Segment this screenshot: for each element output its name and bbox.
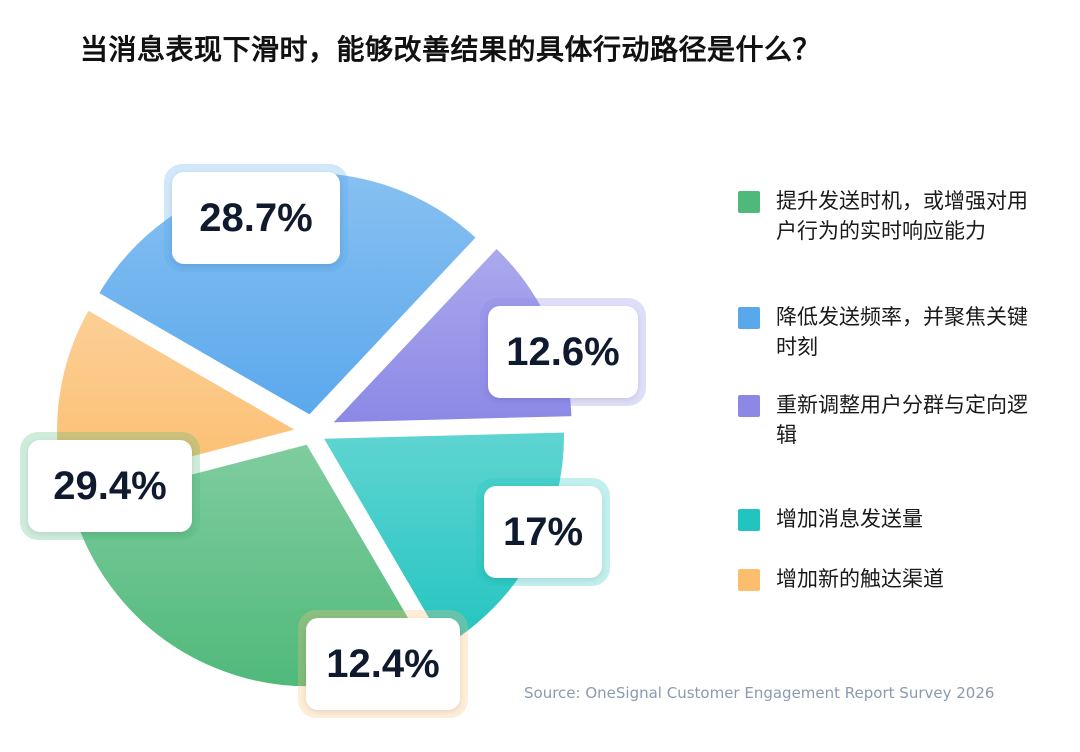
legend-item: 增加消息发送量: [738, 504, 1036, 534]
value-label: 29.4%: [28, 440, 192, 532]
legend-label: 增加新的触达渠道: [776, 567, 944, 591]
legend-label: 提升发送时机，或增强对用户行为的实时响应能力: [776, 189, 1028, 243]
legend-swatch: [738, 569, 760, 591]
legend-label: 降低发送频率，并聚焦关键时刻: [776, 305, 1028, 359]
legend-label: 重新调整用户分群与定向逻辑: [776, 393, 1028, 447]
legend-swatch: [738, 509, 760, 531]
value-label: 12.6%: [488, 306, 638, 398]
legend-item: 降低发送频率，并聚焦关键时刻: [738, 302, 1036, 362]
value-label: 28.7%: [172, 172, 340, 264]
legend-swatch: [738, 395, 760, 417]
legend-item: 提升发送时机，或增强对用户行为的实时响应能力: [738, 186, 1036, 246]
legend-label: 增加消息发送量: [776, 507, 923, 531]
legend-item: 重新调整用户分群与定向逻辑: [738, 390, 1036, 450]
value-label: 12.4%: [306, 618, 460, 710]
legend-swatch: [738, 191, 760, 213]
chart-title: 当消息表现下滑时，能够改善结果的具体行动路径是什么？: [80, 33, 822, 66]
value-label: 17%: [484, 486, 602, 578]
legend-item: 增加新的触达渠道: [738, 564, 1036, 594]
legend-swatch: [738, 307, 760, 329]
source-note: Source: OneSignal Customer Engagement Re…: [524, 684, 995, 702]
